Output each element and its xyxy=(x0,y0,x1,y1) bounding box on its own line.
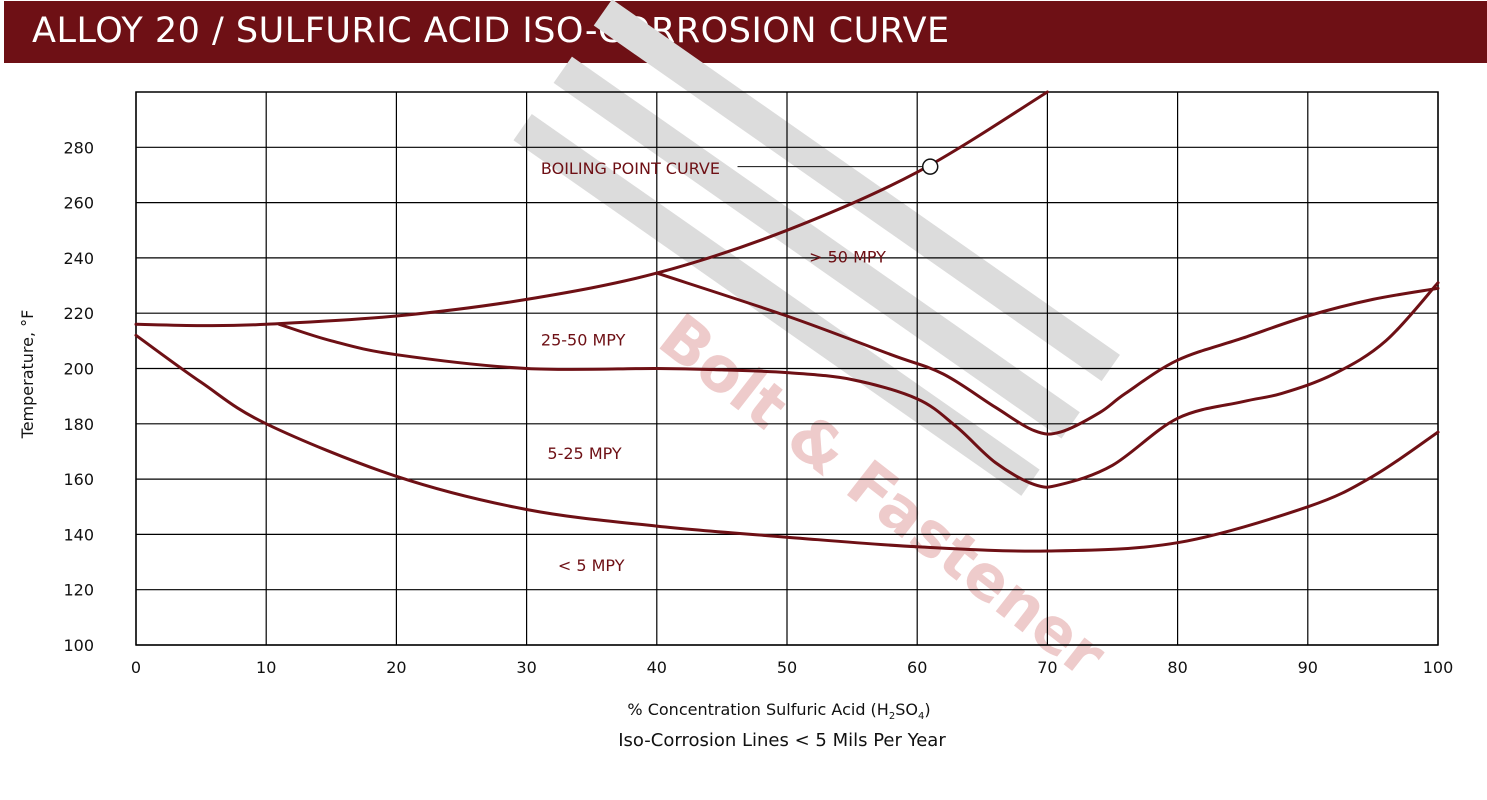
y-tick-label: 280 xyxy=(63,138,94,157)
x-axis-label-main: % Concentration Sulfuric Acid (H xyxy=(627,700,888,719)
y-axis-label: Temperature, °F xyxy=(18,310,37,440)
x-tick-label: 50 xyxy=(777,658,797,677)
x-axis-label-sub2: 4 xyxy=(918,711,924,722)
y-tick-label: 140 xyxy=(63,525,94,544)
region-label: > 50 MPY xyxy=(809,248,886,267)
chart-subtitle: Iso-Corrosion Lines < 5 Mils Per Year xyxy=(618,730,946,751)
watermark-bar xyxy=(553,56,1080,439)
boiling-point-label: BOILING POINT CURVE xyxy=(541,159,720,178)
iso-corrosion-curve xyxy=(134,90,1049,328)
region-label: 25-50 MPY xyxy=(541,330,626,349)
x-tick-label: 10 xyxy=(256,658,276,677)
watermark-bar xyxy=(513,113,1040,496)
region-labels: BOILING POINT CURVE > 50 MPY 25-50 MPY 5-25… xyxy=(541,158,939,575)
y-tick-label: 160 xyxy=(63,470,94,489)
iso-corrosion-curve xyxy=(655,271,1440,436)
x-tick-label: 60 xyxy=(907,658,927,677)
x-tick-label: 80 xyxy=(1167,658,1187,677)
y-tick-label: 260 xyxy=(63,194,94,213)
watermark-bars xyxy=(513,0,1120,496)
curve-group xyxy=(134,90,1440,553)
y-tick-label: 120 xyxy=(63,581,94,600)
watermark-text: Bolt & Fastener xyxy=(646,299,1120,692)
x-tick-label: 100 xyxy=(1423,658,1454,677)
boiling-point-marker xyxy=(921,158,939,175)
x-tick-label: 0 xyxy=(131,658,141,677)
y-tick-label: 220 xyxy=(63,304,94,323)
tick-labels: 0 10 20 30 40 50 60 70 80 90 100 100 120 140 160 180 200… xyxy=(63,138,1453,677)
y-tick-label: 200 xyxy=(63,360,94,379)
iso-corrosion-curve xyxy=(134,333,1440,553)
x-axis-label-mid: SO xyxy=(895,700,918,719)
x-axis-label: % Concentration Sulfuric Acid (H2SO4) xyxy=(627,700,930,722)
region-label: 5-25 MPY xyxy=(547,444,622,463)
x-axis-label-sub1: 2 xyxy=(889,711,895,722)
x-tick-label: 30 xyxy=(516,658,536,677)
x-tick-label: 90 xyxy=(1298,658,1318,677)
x-tick-label: 70 xyxy=(1037,658,1057,677)
x-axis-label-end: ) xyxy=(924,700,930,719)
y-tick-label: 240 xyxy=(63,249,94,268)
x-tick-label: 20 xyxy=(386,658,406,677)
title-banner: ALLOY 20 / SULFURIC ACID ISO-CORROSION C… xyxy=(4,1,1487,63)
chart-grid xyxy=(135,91,1439,646)
y-tick-label: 100 xyxy=(63,636,94,655)
iso-corrosion-curve xyxy=(277,281,1440,489)
watermark-bar xyxy=(593,0,1120,382)
chart-title: ALLOY 20 / SULFURIC ACID ISO-CORROSION C… xyxy=(32,11,950,51)
x-tick-label: 40 xyxy=(647,658,667,677)
region-label: < 5 MPY xyxy=(558,556,625,575)
y-tick-label: 180 xyxy=(63,415,94,434)
